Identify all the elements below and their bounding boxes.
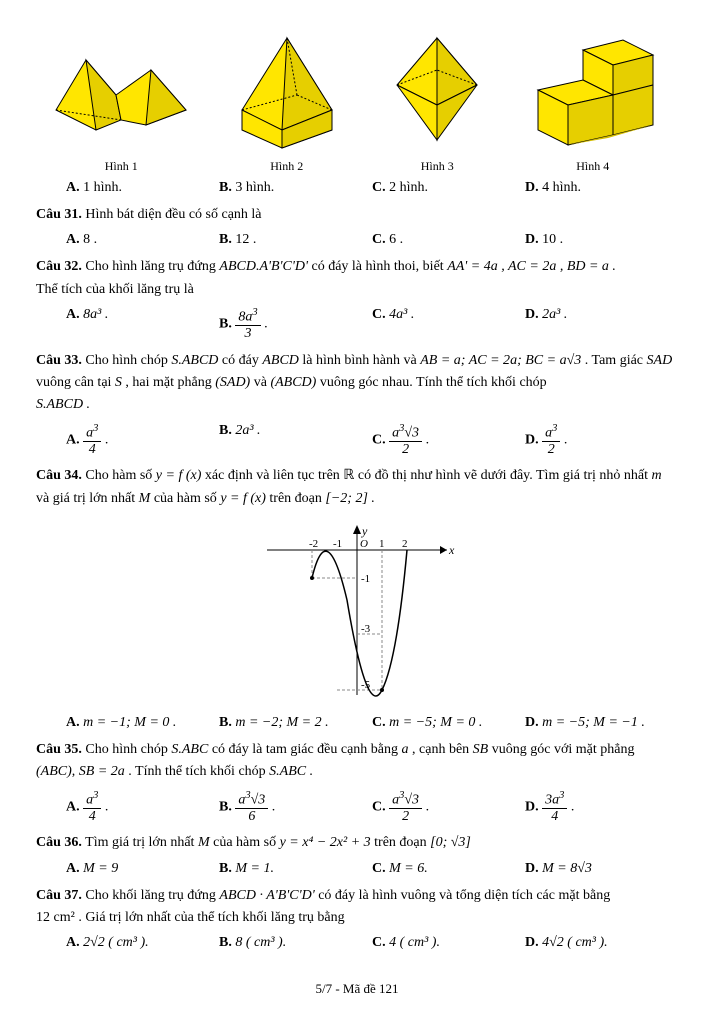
q32-a: 8a³ . bbox=[83, 307, 108, 322]
q37-c: 4 ( cm³ ). bbox=[389, 935, 440, 950]
fig1-label: Hình 1 bbox=[51, 159, 191, 174]
q31-text: Hình bát diện đều có số cạnh là bbox=[85, 207, 261, 222]
q34-c: m = −5; M = 0 . bbox=[389, 715, 482, 730]
figure-2: Hình 2 bbox=[222, 30, 352, 174]
q34: Câu 34. Cho hàm số y = f (x) xác định và… bbox=[36, 465, 678, 510]
svg-text:x: x bbox=[448, 543, 455, 557]
q37-a: 2√2 ( cm³ ). bbox=[83, 935, 149, 950]
q37: Câu 37. Cho khối lăng trụ đứng ABCD · A'… bbox=[36, 885, 678, 930]
q33-b: 2a³ . bbox=[235, 423, 260, 438]
q30-opt-c: C. 2 hình. bbox=[372, 180, 525, 196]
svg-text:1: 1 bbox=[379, 538, 385, 550]
q34-b: m = −2; M = 2 . bbox=[235, 715, 328, 730]
svg-text:-1: -1 bbox=[333, 538, 342, 550]
q32-options: A. 8a³ . B. 8a33 . C. 4a³ . D. 2a³ . bbox=[66, 307, 678, 341]
q35-options: A. a34 . B. a3√36 . C. a3√32 . D. 3a34 . bbox=[66, 790, 678, 824]
q37-num: Câu 37. bbox=[36, 888, 82, 903]
q31-options: A. 8 . B. 12 . C. 6 . D. 10 . bbox=[66, 232, 678, 248]
figure-1: Hình 1 bbox=[51, 40, 191, 174]
page-footer: 5/7 - Mã đề 121 bbox=[36, 981, 678, 997]
q35-num: Câu 35. bbox=[36, 742, 82, 757]
q36-num: Câu 36. bbox=[36, 835, 82, 850]
q34-d: m = −5; M = −1 . bbox=[542, 715, 645, 730]
q32-t2: có đáy là hình thoi, biết bbox=[311, 259, 447, 274]
graph-svg: y x -2 -1 O 1 2 -1 -3 -5 bbox=[257, 520, 457, 700]
q36-d: M = 8√3 bbox=[542, 861, 592, 876]
svg-text:-1: -1 bbox=[361, 573, 370, 585]
q36-options: A. M = 9 B. M = 1. C. M = 6. D. M = 8√3 bbox=[66, 861, 678, 877]
figure-4: Hình 4 bbox=[523, 30, 663, 174]
q32-num: Câu 32. bbox=[36, 259, 82, 274]
svg-text:2: 2 bbox=[402, 538, 408, 550]
q33-options: A. a34 . B. 2a³ . C. a3√32 . D. a32 . bbox=[66, 423, 678, 457]
q30-b-text: 3 hình. bbox=[235, 180, 274, 195]
q37-b: 8 ( cm³ ). bbox=[235, 935, 286, 950]
q34-num: Câu 34. bbox=[36, 468, 82, 483]
q36-c: M = 6. bbox=[389, 861, 428, 876]
q37-options: A. 2√2 ( cm³ ). B. 8 ( cm³ ). C. 4 ( cm³… bbox=[66, 935, 678, 951]
q30-a-text: 1 hình. bbox=[83, 180, 122, 195]
q30-opt-d: D. 4 hình. bbox=[525, 180, 678, 196]
fig3-label: Hình 3 bbox=[382, 159, 492, 174]
figure-3: Hình 3 bbox=[382, 30, 492, 174]
svg-text:y: y bbox=[361, 524, 368, 538]
shape-3-svg bbox=[382, 30, 492, 150]
q31-d: 10 . bbox=[542, 232, 563, 247]
q32-c: 4a³ . bbox=[389, 307, 414, 322]
q31-c: 6 . bbox=[389, 232, 403, 247]
q30-d-text: 4 hình. bbox=[542, 180, 581, 195]
q33: Câu 33. Cho hình chóp S.ABCD có đáy ABCD… bbox=[36, 350, 678, 417]
q30-options: A. 1 hình. B. 3 hình. C. 2 hình. D. 4 hì… bbox=[66, 180, 678, 196]
q30-c-text: 2 hình. bbox=[389, 180, 428, 195]
q33-num: Câu 33. bbox=[36, 353, 82, 368]
q31: Câu 31. Hình bát diện đều có số cạnh là bbox=[36, 204, 678, 226]
q31-b: 12 . bbox=[235, 232, 256, 247]
q32-t3: Thể tích của khối lăng trụ là bbox=[36, 282, 194, 297]
q30-opt-a: A. 1 hình. bbox=[66, 180, 219, 196]
q32-t1: Cho hình lăng trụ đứng bbox=[85, 259, 219, 274]
q32: Câu 32. Cho hình lăng trụ đứng ABCD.A'B'… bbox=[36, 256, 678, 301]
svg-text:-3: -3 bbox=[361, 623, 371, 635]
shape-4-svg bbox=[523, 30, 663, 150]
shape-2-svg bbox=[222, 30, 352, 150]
q36-a: M = 9 bbox=[83, 861, 118, 876]
fig2-label: Hình 2 bbox=[222, 159, 352, 174]
q31-num: Câu 31. bbox=[36, 207, 82, 222]
svg-text:O: O bbox=[360, 538, 368, 550]
shape-1-svg bbox=[51, 40, 191, 150]
q32-eq: AA' = 4a , AC = 2a , BD = a . bbox=[447, 259, 616, 274]
figures-row: Hình 1 Hình 2 Hình 3 bbox=[36, 30, 678, 174]
q36: Câu 36. Tìm giá trị lớn nhất M của hàm s… bbox=[36, 832, 678, 854]
q30-opt-b: B. 3 hình. bbox=[219, 180, 372, 196]
q34-graph: y x -2 -1 O 1 2 -1 -3 -5 bbox=[36, 520, 678, 705]
fig4-label: Hình 4 bbox=[523, 159, 663, 174]
q35: Câu 35. Cho hình chóp S.ABC có đáy là ta… bbox=[36, 739, 678, 784]
q31-a: 8 . bbox=[83, 232, 97, 247]
q32-prism: ABCD.A'B'C'D' bbox=[219, 259, 308, 274]
q37-d: 4√2 ( cm³ ). bbox=[542, 935, 608, 950]
q34-a: m = −1; M = 0 . bbox=[83, 715, 176, 730]
q34-options: A. m = −1; M = 0 . B. m = −2; M = 2 . C.… bbox=[66, 715, 678, 731]
q32-d: 2a³ . bbox=[542, 307, 567, 322]
q36-b: M = 1. bbox=[235, 861, 274, 876]
svg-text:-2: -2 bbox=[309, 538, 318, 550]
